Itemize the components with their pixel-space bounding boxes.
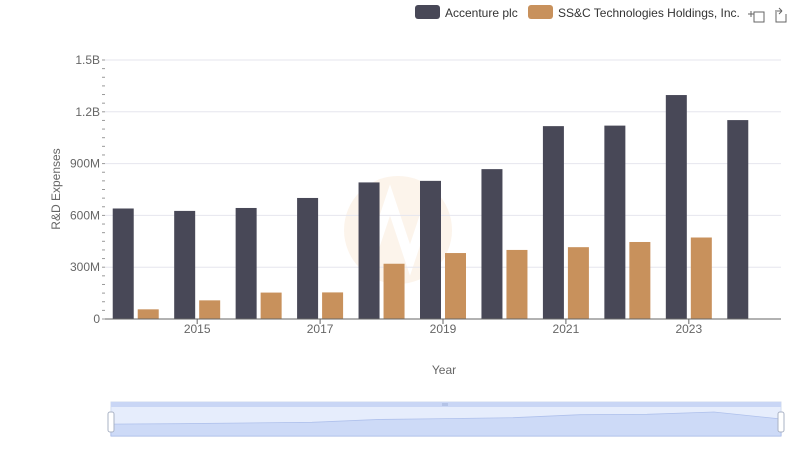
bar-ssc-2016[interactable] bbox=[260, 292, 282, 319]
y-tick-label: 1.2B bbox=[75, 105, 100, 119]
x-tick-label: 2021 bbox=[553, 322, 580, 336]
y-tick-label: 900M bbox=[70, 157, 100, 171]
slider-top-bar[interactable] bbox=[111, 402, 781, 407]
x-tick-label: 2017 bbox=[307, 322, 334, 336]
bar-accenture-2022[interactable] bbox=[604, 125, 626, 319]
x-tick-label: 2015 bbox=[184, 322, 211, 336]
bar-accenture-2021[interactable] bbox=[542, 126, 564, 319]
bar-ssc-2014[interactable] bbox=[137, 309, 159, 319]
slider-selection[interactable] bbox=[111, 407, 781, 436]
y-axis-tick-labels: 0 300M 600M 900M 1.2B 1.5B bbox=[70, 53, 100, 326]
bar-ssc-2020[interactable] bbox=[506, 249, 528, 319]
bar-accenture-2018[interactable] bbox=[358, 182, 380, 319]
bar-accenture-2020[interactable] bbox=[481, 169, 503, 319]
legend-swatch-accenture bbox=[415, 5, 440, 19]
y-axis-minor-ticks bbox=[102, 59, 105, 320]
slider-handle-right[interactable] bbox=[777, 411, 785, 433]
bar-ssc-2022[interactable] bbox=[629, 241, 651, 319]
bar-accenture-2015[interactable] bbox=[174, 210, 196, 319]
y-tick-label: 1.5B bbox=[75, 53, 100, 67]
y-tick-label: 300M bbox=[70, 260, 100, 274]
legend-item-accenture[interactable]: Accenture plc bbox=[415, 5, 518, 20]
bar-ssc-2019[interactable] bbox=[445, 253, 466, 319]
bars bbox=[112, 95, 749, 319]
y-tick-label: 0 bbox=[93, 312, 100, 326]
slider-grip-icon[interactable] bbox=[442, 403, 448, 406]
restore-icon[interactable] bbox=[775, 7, 787, 23]
bar-accenture-2019[interactable] bbox=[420, 180, 441, 319]
bar-accenture-2014[interactable] bbox=[112, 208, 134, 319]
legend-label-accenture: Accenture plc bbox=[445, 6, 518, 20]
bar-accenture-2016[interactable] bbox=[235, 207, 257, 319]
bar-ssc-2015[interactable] bbox=[199, 300, 221, 319]
bar-accenture-2017[interactable] bbox=[297, 197, 319, 319]
y-tick-label: 600M bbox=[70, 208, 100, 222]
bar-ssc-2021[interactable] bbox=[567, 247, 589, 319]
x-tick-label: 2019 bbox=[430, 322, 457, 336]
bar-ssc-2023[interactable] bbox=[690, 237, 712, 319]
bar-ssc-2017[interactable] bbox=[322, 292, 344, 319]
bar-ssc-2018[interactable] bbox=[383, 263, 405, 319]
x-tick-label: 2023 bbox=[675, 322, 702, 336]
bar-accenture-2023[interactable] bbox=[665, 95, 687, 319]
x-axis-title: Year bbox=[432, 363, 456, 377]
zoom-icon[interactable] bbox=[748, 11, 765, 23]
slider-preview-area bbox=[110, 411, 782, 437]
legend[interactable]: Accenture plc SS&C Technologies Holdings… bbox=[415, 5, 740, 20]
x-axis-tick-labels: 2015 2017 2019 2021 2023 bbox=[184, 319, 702, 336]
legend-item-ssc[interactable]: SS&C Technologies Holdings, Inc. bbox=[528, 5, 740, 20]
y-axis-title: R&D Expenses bbox=[49, 148, 63, 229]
data-zoom-slider[interactable] bbox=[107, 401, 785, 437]
slider-handle-left[interactable] bbox=[107, 411, 115, 433]
legend-swatch-ssc bbox=[528, 5, 553, 19]
legend-label-ssc: SS&C Technologies Holdings, Inc. bbox=[558, 6, 740, 20]
bar-accenture-2024[interactable] bbox=[727, 120, 749, 319]
